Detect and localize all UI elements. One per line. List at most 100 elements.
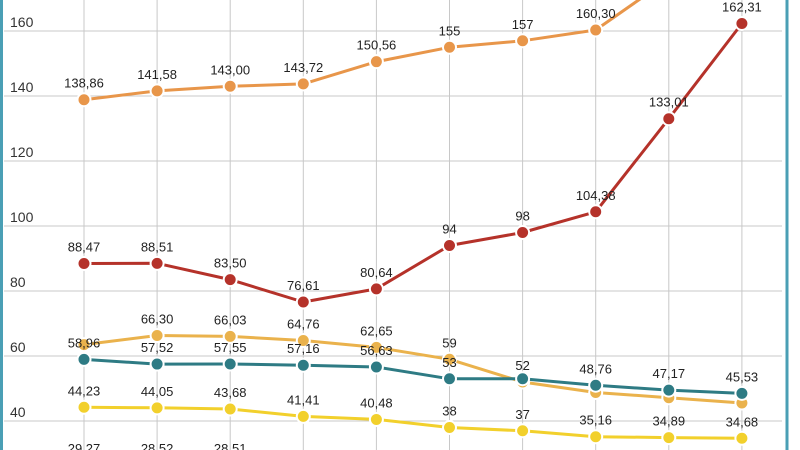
data-label: 138,86 [64, 76, 104, 91]
data-point [295, 76, 311, 92]
data-point [295, 357, 311, 373]
data-label: 66,03 [214, 312, 247, 327]
data-point [734, 385, 750, 401]
data-label: 28,51 [214, 441, 247, 450]
data-label: 57,55 [214, 340, 247, 355]
data-label: 29,27 [68, 441, 101, 450]
data-point [222, 78, 238, 94]
data-label: 43,68 [214, 385, 247, 400]
data-point [734, 15, 750, 31]
data-point [588, 377, 604, 393]
y-tick-label: 140 [10, 79, 34, 95]
data-point [76, 337, 92, 353]
data-point [368, 359, 384, 375]
data-point [368, 281, 384, 297]
data-label: 104,38 [576, 188, 616, 203]
data-point [149, 255, 165, 271]
data-label: 57,52 [141, 340, 174, 355]
data-label: 34,68 [726, 414, 759, 429]
data-point [661, 111, 677, 127]
data-label: 38 [442, 404, 456, 419]
data-label: 35,16 [579, 413, 612, 428]
data-point [222, 328, 238, 344]
data-label: 52 [515, 358, 529, 373]
series-line-4 [82, 357, 744, 395]
data-label: 160,30 [576, 6, 616, 21]
y-tick-label: 80 [10, 274, 26, 290]
data-label: 133,01 [649, 95, 689, 110]
data-point [76, 399, 92, 415]
data-point [442, 351, 457, 367]
data-point [76, 255, 92, 271]
data-label: 64,76 [287, 317, 320, 332]
data-point [442, 238, 457, 253]
data-label: 44,05 [141, 384, 174, 399]
data-label: 37 [515, 407, 529, 422]
data-point [222, 401, 238, 417]
data-label: 53 [442, 355, 456, 370]
data-point [588, 204, 604, 220]
data-point [588, 429, 604, 445]
data-point [661, 382, 677, 398]
data-label: 150,56 [357, 38, 397, 53]
data-label: 44,23 [68, 383, 101, 398]
data-point [588, 22, 604, 38]
data-label: 66,30 [141, 312, 174, 327]
data-label: 155 [439, 23, 461, 38]
data-point [442, 420, 457, 435]
data-label: 88,51 [141, 239, 174, 254]
data-label: 143,72 [283, 60, 323, 75]
data-point [149, 400, 165, 416]
data-label: 28,52 [141, 441, 174, 450]
data-label: 157 [512, 17, 534, 32]
data-point [368, 339, 384, 355]
data-label: 59 [442, 335, 456, 350]
data-label: 141,58 [137, 67, 177, 82]
data-point [149, 356, 165, 372]
data-point [515, 371, 531, 387]
data-point [442, 39, 457, 55]
data-point [295, 333, 311, 349]
data-label: 94 [442, 222, 456, 237]
data-label: 41,41 [287, 392, 320, 407]
data-point [515, 225, 531, 240]
data-point [368, 411, 384, 427]
series-line-2 [82, 22, 744, 304]
data-point [442, 371, 457, 387]
data-label: 80,64 [360, 265, 393, 280]
data-label: 45,53 [726, 369, 759, 384]
data-point [295, 408, 311, 424]
data-label: 58,96 [68, 335, 101, 350]
data-label: 40,48 [360, 395, 393, 410]
data-label: 98 [515, 209, 529, 224]
data-point [515, 33, 531, 49]
data-label: 83,50 [214, 256, 247, 271]
data-label: 62,65 [360, 323, 393, 338]
y-tick-label: 160 [10, 14, 34, 30]
series-line-3 [82, 334, 744, 405]
data-label: 88,47 [68, 239, 101, 254]
data-label: 47,17 [653, 366, 686, 381]
data-label: 57,16 [287, 341, 320, 356]
data-label: 143,00 [210, 62, 250, 77]
y-tick-label: 100 [10, 209, 34, 225]
data-point [734, 430, 750, 446]
data-point [149, 328, 165, 344]
y-tick-label: 120 [10, 144, 34, 160]
series-line-5 [82, 405, 744, 440]
y-tick-label: 40 [10, 404, 26, 420]
y-tick-label: 60 [10, 339, 26, 355]
data-point [222, 272, 238, 288]
data-point [76, 92, 92, 108]
data-point [661, 430, 677, 446]
data-point [76, 351, 92, 367]
data-label: 48,76 [579, 361, 612, 376]
data-point [222, 356, 238, 372]
data-point [368, 54, 384, 70]
data-label: 76,61 [287, 278, 320, 293]
data-point [515, 423, 531, 439]
data-label: 56,63 [360, 343, 393, 358]
